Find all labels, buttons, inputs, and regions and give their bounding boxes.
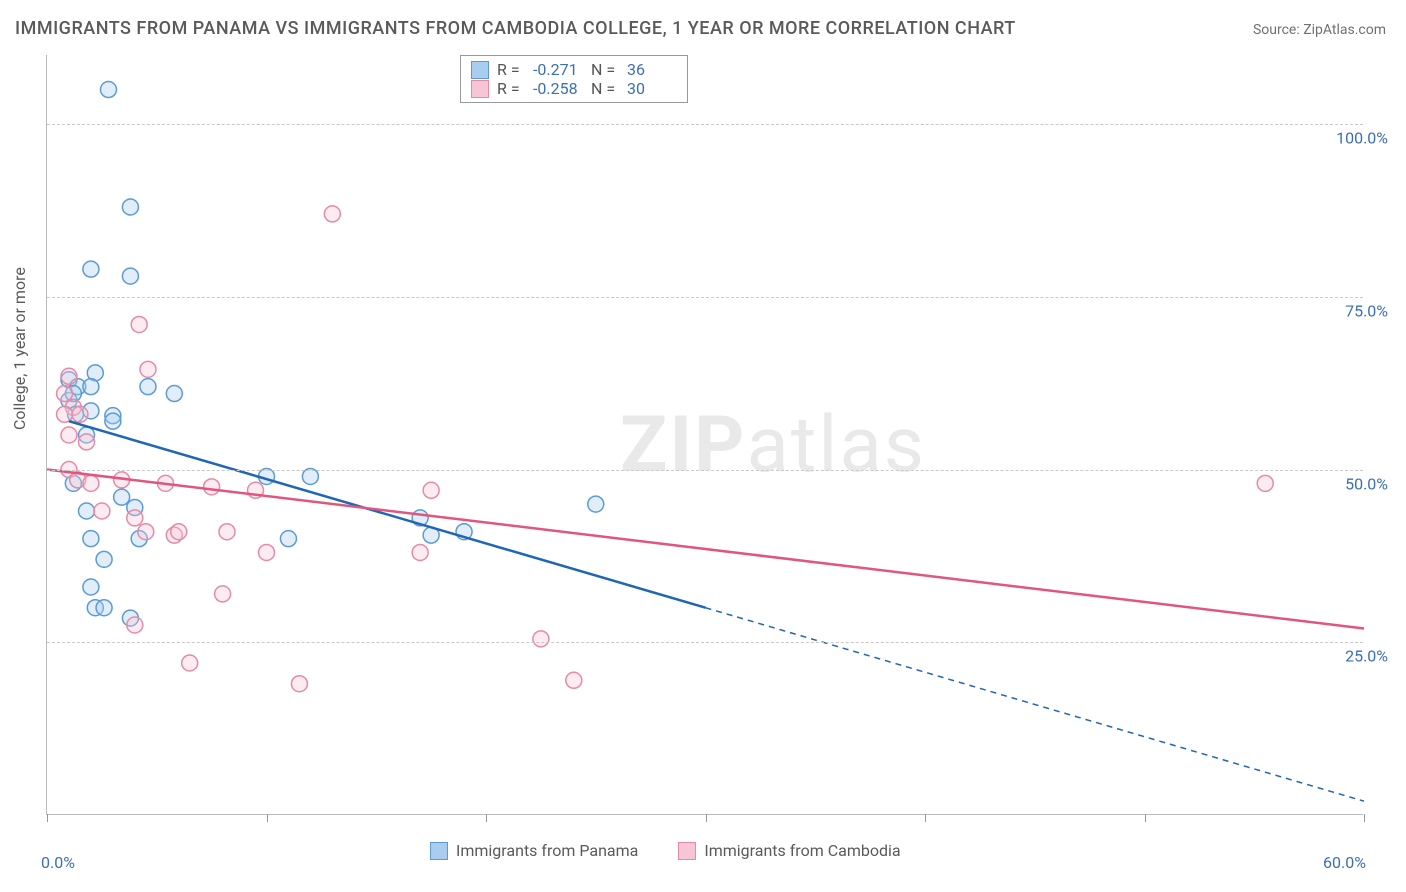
data-point [61, 427, 77, 443]
data-point [105, 413, 121, 429]
data-point [61, 368, 77, 384]
ytick-label: 75.0% [1345, 301, 1388, 320]
data-point [291, 676, 307, 692]
data-point [122, 199, 138, 215]
data-point [94, 503, 110, 519]
legend-series-item: Immigrants from Panama [430, 841, 638, 860]
data-point [566, 672, 582, 688]
data-point [83, 579, 99, 595]
data-point [127, 510, 143, 526]
data-point [412, 544, 428, 560]
data-point [79, 434, 95, 450]
data-point [114, 489, 130, 505]
data-point [79, 503, 95, 519]
data-point [83, 475, 99, 491]
xtick-mark [267, 814, 268, 822]
legend-series: Immigrants from Panama Immigrants from Ca… [430, 841, 901, 860]
chart-title: IMMIGRANTS FROM PANAMA VS IMMIGRANTS FRO… [15, 18, 1016, 39]
data-point [219, 524, 235, 540]
legend-r-label: R = [497, 60, 525, 79]
data-point [423, 482, 439, 498]
legend-series-label: Immigrants from Cambodia [704, 841, 900, 860]
data-point [204, 479, 220, 495]
data-point [96, 600, 112, 616]
legend-correlation: R = -0.271 N = 36 R = -0.258 N = 30 [460, 55, 688, 103]
watermark-light: atlas [746, 400, 926, 491]
data-point [122, 268, 138, 284]
data-point [182, 655, 198, 671]
data-point [100, 82, 116, 98]
data-point [533, 631, 549, 647]
legend-r-label: R = [497, 79, 525, 98]
data-point [302, 468, 318, 484]
data-point [57, 406, 73, 422]
gridline-h [47, 124, 1363, 125]
legend-r-value: -0.258 [533, 79, 583, 98]
xtick-label-left: 0.0% [41, 853, 75, 872]
data-point [127, 617, 143, 633]
legend-correlation-row: R = -0.258 N = 30 [471, 79, 677, 98]
data-point [72, 406, 88, 422]
data-point [140, 379, 156, 395]
ytick-label: 100.0% [1336, 129, 1388, 148]
data-point [83, 261, 99, 277]
data-point [131, 316, 147, 332]
data-point [166, 386, 182, 402]
legend-swatch [430, 842, 448, 860]
data-point [83, 531, 99, 547]
data-point [138, 524, 154, 540]
watermark: ZIPatlas [620, 400, 926, 491]
data-point [96, 551, 112, 567]
legend-series-item: Immigrants from Cambodia [678, 841, 900, 860]
legend-swatch [471, 80, 489, 98]
xtick-mark [47, 814, 48, 822]
xtick-mark [1145, 814, 1146, 822]
legend-r-value: -0.271 [533, 60, 583, 79]
xtick-mark [486, 814, 487, 822]
legend-n-value: 30 [627, 79, 677, 98]
data-point [171, 524, 187, 540]
source-attribution: Source: ZipAtlas.com [1253, 22, 1386, 38]
legend-n-value: 36 [627, 60, 677, 79]
data-point [140, 361, 156, 377]
data-point [324, 206, 340, 222]
gridline-h [47, 642, 1363, 643]
legend-swatch [471, 61, 489, 79]
data-point [588, 496, 604, 512]
legend-n-label: N = [591, 60, 619, 79]
trend-line [69, 421, 706, 608]
data-point [215, 586, 231, 602]
legend-correlation-row: R = -0.271 N = 36 [471, 60, 677, 79]
xtick-label-right: 60.0% [1323, 853, 1366, 872]
xtick-mark [1364, 814, 1365, 822]
legend-n-label: N = [591, 79, 619, 98]
data-point [83, 379, 99, 395]
ytick-label: 50.0% [1345, 474, 1388, 493]
y-axis-label: College, 1 year or more [10, 267, 29, 430]
watermark-bold: ZIP [620, 400, 746, 491]
trend-line [47, 470, 1364, 629]
data-point [1257, 475, 1273, 491]
ytick-label: 25.0% [1345, 647, 1388, 666]
data-point [259, 544, 275, 560]
gridline-h [47, 297, 1363, 298]
legend-series-label: Immigrants from Panama [456, 841, 638, 860]
xtick-mark [706, 814, 707, 822]
data-point [280, 531, 296, 547]
trend-line-extrapolated [706, 608, 1365, 801]
data-point [57, 386, 73, 402]
legend-swatch [678, 842, 696, 860]
xtick-mark [925, 814, 926, 822]
